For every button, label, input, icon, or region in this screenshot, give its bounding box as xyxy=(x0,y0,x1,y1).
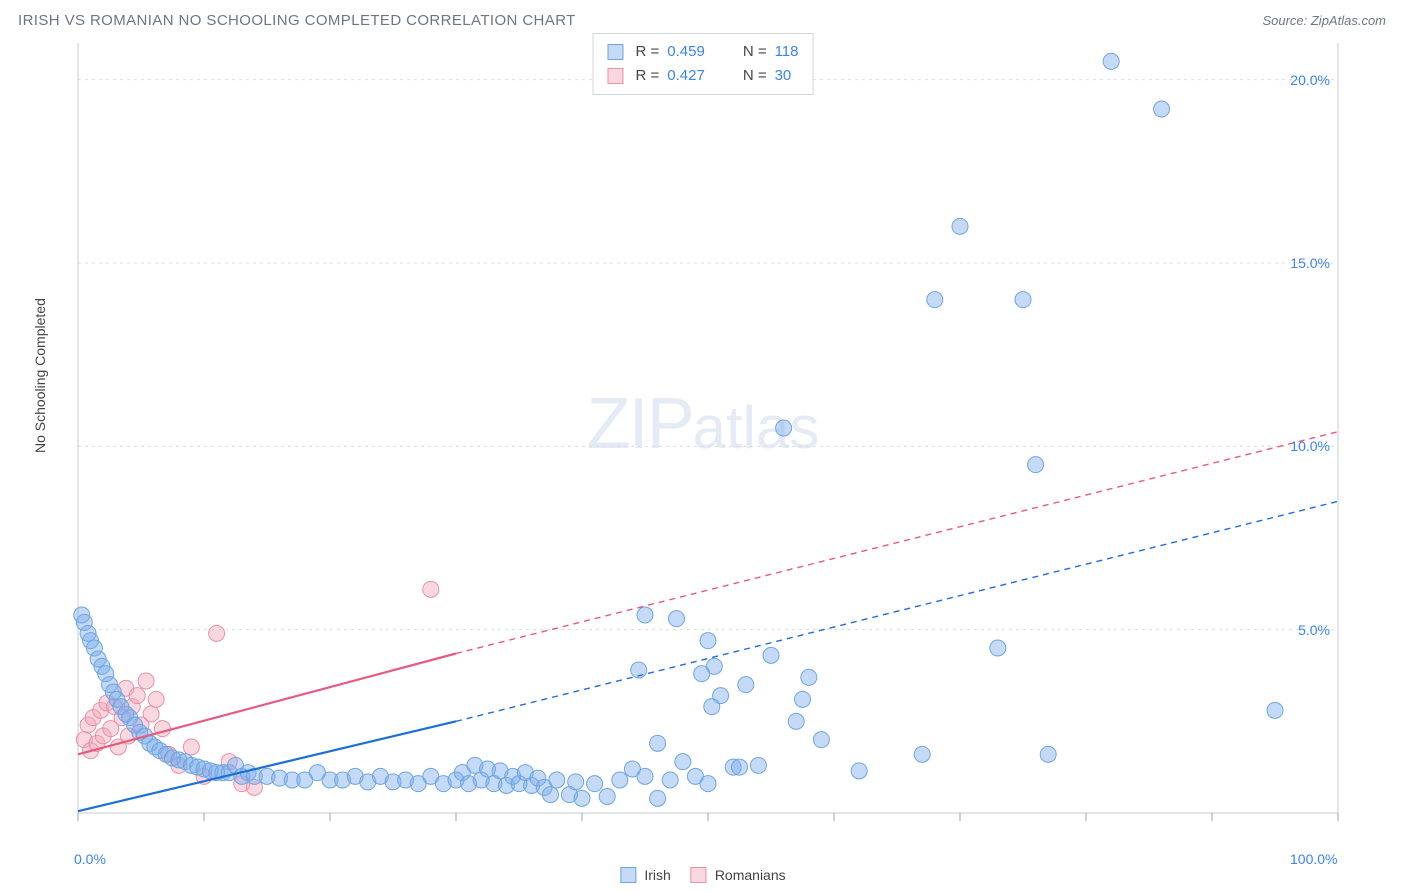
legend-item-romanian: Romanians xyxy=(691,867,786,883)
series-legend: Irish Romanians xyxy=(620,867,785,883)
swatch-irish xyxy=(620,867,636,883)
y-tick-label: 20.0% xyxy=(1290,72,1330,88)
y-tick-label: 5.0% xyxy=(1298,622,1330,638)
x-tick-label: 0.0% xyxy=(74,851,106,867)
source-credit: Source: ZipAtlas.com xyxy=(1262,13,1386,28)
y-tick-label: 10.0% xyxy=(1290,438,1330,454)
x-tick-label: 100.0% xyxy=(1290,851,1337,867)
stats-row-romanian: R = 0.427 N = 30 xyxy=(608,64,799,88)
stats-legend: R = 0.459 N = 118 R = 0.427 N = 30 xyxy=(593,33,814,95)
stats-row-irish: R = 0.459 N = 118 xyxy=(608,40,799,64)
legend-item-irish: Irish xyxy=(620,867,670,883)
swatch-romanian xyxy=(608,68,624,84)
legend-label: Irish xyxy=(644,867,670,883)
legend-label: Romanians xyxy=(715,867,786,883)
chart-container: No Schooling Completed ZIPatlas R = 0.45… xyxy=(18,33,1388,883)
chart-title: IRISH VS ROMANIAN NO SCHOOLING COMPLETED… xyxy=(18,12,576,29)
scatter-chart xyxy=(18,33,1388,853)
y-tick-label: 15.0% xyxy=(1290,255,1330,271)
swatch-irish xyxy=(608,44,624,60)
swatch-romanian xyxy=(691,867,707,883)
